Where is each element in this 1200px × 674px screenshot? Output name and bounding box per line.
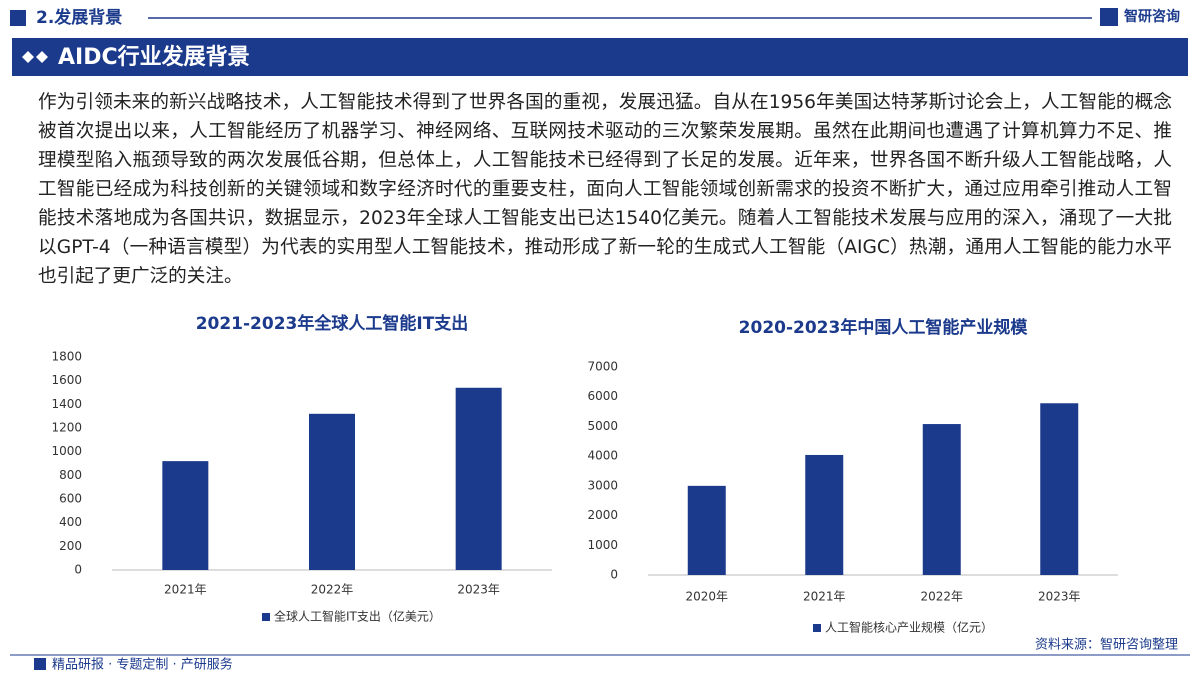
legend-swatch xyxy=(262,613,270,621)
x-tick-label: 2023年 xyxy=(457,583,500,597)
banner-title: AIDC行业发展背景 xyxy=(58,44,250,70)
legend-label: 全球人工智能IT支出（亿美元） xyxy=(274,609,441,624)
bar xyxy=(309,413,355,570)
y-tick-label: 800 xyxy=(59,468,82,482)
header-icon xyxy=(10,10,26,26)
x-tick-label: 2022年 xyxy=(920,590,963,604)
y-tick-label: 4000 xyxy=(587,449,618,463)
bar xyxy=(922,424,961,575)
bar xyxy=(455,387,502,570)
x-tick-label: 2023年 xyxy=(1038,590,1081,604)
y-tick-label: 1400 xyxy=(51,397,82,411)
y-tick-label: 600 xyxy=(59,492,82,506)
y-tick-label: 5000 xyxy=(587,419,618,433)
y-tick-label: 0 xyxy=(610,568,618,582)
y-tick-label: 0 xyxy=(74,563,82,577)
x-tick-label: 2021年 xyxy=(164,583,207,597)
y-tick-label: 200 xyxy=(59,539,82,553)
bar xyxy=(687,485,726,575)
source: 资料来源：智研咨询整理 xyxy=(1035,638,1178,653)
x-tick-label: 2021年 xyxy=(803,590,846,604)
footer: 精品研报 · 专题定制 · 产研服务 xyxy=(52,657,233,673)
y-tick-label: 2000 xyxy=(587,508,618,522)
banner xyxy=(12,38,1188,76)
y-tick-label: 1800 xyxy=(51,350,82,364)
chart-title: 2020-2023年中国人工智能产业规模 xyxy=(739,317,1029,338)
logo-icon xyxy=(1100,8,1118,26)
x-tick-label: 2020年 xyxy=(685,590,728,604)
y-tick-label: 3000 xyxy=(587,478,618,492)
footer-icon xyxy=(34,658,46,670)
y-tick-label: 1600 xyxy=(51,373,82,387)
x-tick-label: 2022年 xyxy=(311,583,354,597)
bar xyxy=(1040,403,1079,575)
bar xyxy=(805,454,844,575)
y-tick-label: 6000 xyxy=(587,389,618,403)
y-tick-label: 1200 xyxy=(51,421,82,435)
bar xyxy=(162,461,209,570)
y-tick-label: 400 xyxy=(59,515,82,529)
logo: 智研咨询 xyxy=(1123,8,1180,25)
legend-label: 人工智能核心产业规模（亿元） xyxy=(825,620,993,635)
y-tick-label: 7000 xyxy=(587,360,618,374)
paragraph: 作为引领未来的新兴战略技术，人工智能技术得到了世界各国的重视，发展迅猛。自从在1… xyxy=(38,92,1172,287)
banner-icon xyxy=(22,51,48,63)
y-tick-label: 1000 xyxy=(587,538,618,552)
legend-swatch xyxy=(813,624,821,632)
y-tick-label: 1000 xyxy=(51,444,82,458)
section-title: 2.发展背景 xyxy=(36,7,122,28)
chart-title: 2021-2023年全球人工智能IT支出 xyxy=(196,313,469,334)
